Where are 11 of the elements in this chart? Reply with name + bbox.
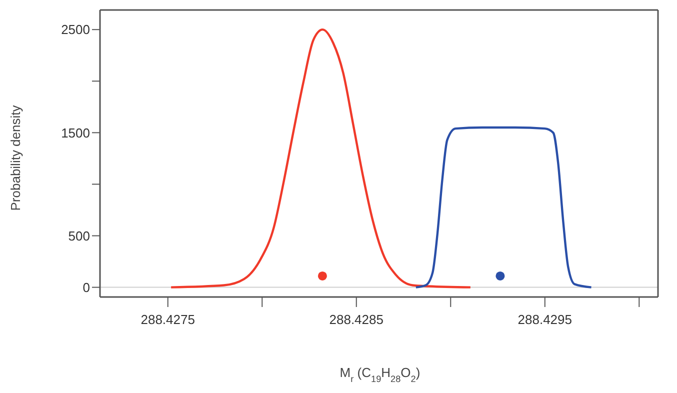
line-series (170, 28, 472, 288)
y-tick-label: 500 (68, 228, 90, 244)
y-tick-label: 0 (82, 280, 90, 295)
x-tick-label: 288.4295 (518, 312, 572, 328)
x-tick-label: 288.4275 (140, 312, 195, 328)
x-tick-label: 288.4285 (329, 312, 384, 328)
y-axis-title: Probability density (8, 104, 23, 211)
text: M$_{r}$ (C$_{19}$H$_{28}$O$_{2}$) (340, 365, 420, 384)
y-tick-label: 1500 (61, 125, 90, 140)
line-series (414, 126, 592, 288)
y-tick-label: 2500 (61, 22, 90, 38)
